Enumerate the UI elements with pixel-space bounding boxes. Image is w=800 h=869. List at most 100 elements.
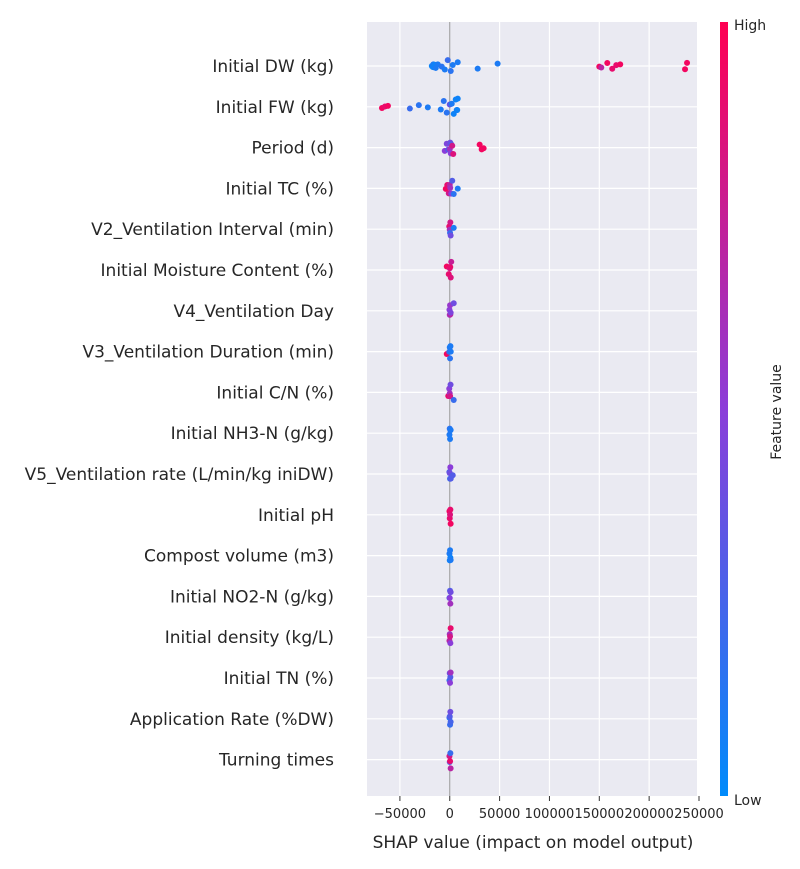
x-tick-label: 200000 xyxy=(624,807,674,822)
shap-point xyxy=(384,102,391,109)
shap-point xyxy=(447,589,454,596)
shap-point xyxy=(441,66,448,73)
feature-label: Turning times xyxy=(218,751,334,771)
shap-point xyxy=(449,61,456,68)
shap-point xyxy=(447,633,454,640)
shap-point xyxy=(447,669,454,676)
feature-label: Initial FW (kg) xyxy=(216,98,334,118)
feature-label: V3_Ventilation Duration (min) xyxy=(82,343,334,363)
shap-point xyxy=(449,472,456,479)
shap-point xyxy=(604,60,611,67)
shap-point xyxy=(449,142,456,149)
shap-point xyxy=(406,105,413,112)
shap-point xyxy=(454,185,461,192)
shap-point xyxy=(444,57,451,64)
x-tick-label: 250000 xyxy=(674,807,724,822)
shap-point xyxy=(424,104,431,111)
feature-label: V5_Ventilation rate (L/min/kg iniDW) xyxy=(25,465,334,485)
shap-point xyxy=(446,713,453,720)
feature-label: Initial TC (%) xyxy=(225,179,334,199)
feature-label: Initial NH3-N (g/kg) xyxy=(171,424,334,444)
shap-point xyxy=(447,309,454,316)
shap-point xyxy=(447,758,454,765)
shap-point xyxy=(437,106,444,113)
shap-point xyxy=(447,557,454,564)
shap-point xyxy=(447,679,454,686)
feature-label: Initial TN (%) xyxy=(224,669,334,689)
shap-point xyxy=(447,393,454,400)
colorbar-high-label: High xyxy=(734,18,766,34)
shap-point xyxy=(447,355,454,362)
x-tick-label: 150000 xyxy=(574,807,624,822)
shap-point xyxy=(617,61,624,68)
shap-point xyxy=(447,625,454,632)
shap-point xyxy=(447,274,454,281)
shap-point xyxy=(447,436,454,443)
shap-point xyxy=(447,263,454,270)
shap-point xyxy=(440,97,447,104)
vertical-gridlines xyxy=(399,22,700,796)
shap-point xyxy=(454,106,461,113)
shap-point xyxy=(447,765,454,772)
feature-label: Initial Moisture Content (%) xyxy=(101,261,334,281)
shap-point xyxy=(415,102,422,109)
feature-label: Initial pH xyxy=(258,506,334,526)
shap-point xyxy=(447,506,454,513)
shap-point xyxy=(443,109,450,116)
shap-point xyxy=(447,426,454,433)
feature-label: V4_Ventilation Day xyxy=(173,302,334,322)
feature-labels: Initial DW (kg) Initial FW (kg) Period (d)… xyxy=(25,57,334,771)
shap-point xyxy=(447,67,454,74)
shap-point xyxy=(447,219,454,226)
shap-point xyxy=(447,674,454,681)
feature-label: V2_Ventilation Interval (min) xyxy=(91,220,334,240)
shap-points xyxy=(378,57,691,772)
shap-point xyxy=(448,258,455,265)
horizontal-gridlines xyxy=(367,65,697,761)
shap-point xyxy=(494,60,501,67)
shap-point xyxy=(447,232,454,239)
shap-point xyxy=(480,145,487,152)
shap-point xyxy=(447,640,454,647)
feature-label: Initial DW (kg) xyxy=(212,57,334,77)
shap-point xyxy=(447,464,454,471)
shap-point xyxy=(454,59,461,66)
shap-point xyxy=(447,600,454,607)
shap-point xyxy=(447,708,454,715)
shap-point xyxy=(447,184,454,191)
shap-point xyxy=(447,511,454,518)
shap-point xyxy=(684,59,691,66)
shap-point xyxy=(476,141,483,148)
x-tick-label: 100000 xyxy=(525,807,575,822)
x-tick-label: 50000 xyxy=(479,807,520,822)
feature-label: Initial C/N (%) xyxy=(216,383,334,403)
x-tick-label: 0 xyxy=(446,807,454,822)
plot-area xyxy=(367,22,697,796)
shap-point xyxy=(474,65,481,72)
shap-point xyxy=(450,151,457,158)
colorbar-low-label: Low xyxy=(734,793,762,809)
shap-point xyxy=(454,95,461,102)
shap-point xyxy=(682,66,689,73)
feature-label: Initial density (kg/L) xyxy=(165,628,334,648)
shap-point xyxy=(446,595,453,602)
shap-point xyxy=(450,224,457,231)
shap-point xyxy=(450,191,457,198)
x-axis-title: SHAP value (impact on model output) xyxy=(373,833,694,853)
shap-point xyxy=(447,718,454,725)
feature-label: Initial NO2-N (g/kg) xyxy=(170,587,334,607)
feature-label: Period (d) xyxy=(252,139,334,159)
shap-point xyxy=(448,100,455,107)
shap-point xyxy=(447,520,454,527)
shap-point xyxy=(450,300,457,307)
shap-point xyxy=(447,348,454,355)
shap-point xyxy=(447,547,454,554)
shap-point xyxy=(447,750,454,757)
shap-point xyxy=(609,65,616,72)
x-tick-label: −50000 xyxy=(374,807,426,822)
feature-label: Compost volume (m3) xyxy=(144,547,334,567)
shap-point xyxy=(447,381,454,388)
shap-point xyxy=(450,396,457,403)
feature-label: Application Rate (%DW) xyxy=(130,710,334,730)
shap-point xyxy=(598,64,605,71)
